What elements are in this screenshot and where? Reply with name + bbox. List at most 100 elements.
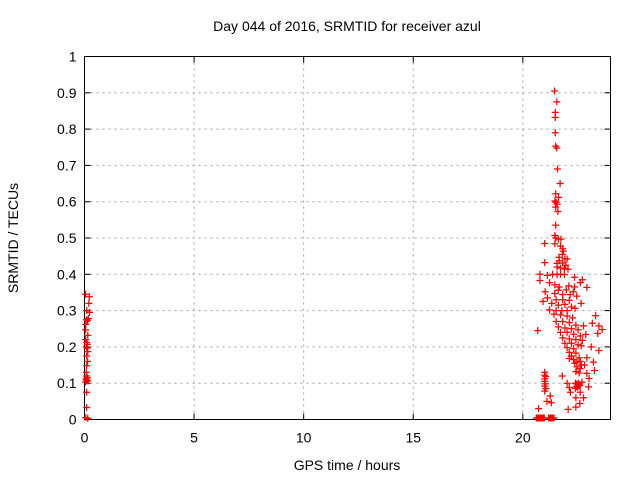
data-point-marker xyxy=(85,293,93,301)
data-point-marker xyxy=(576,279,584,287)
data-point-marker xyxy=(552,221,560,229)
data-point-marker xyxy=(563,344,571,352)
data-point-marker xyxy=(84,357,92,365)
data-point-marker xyxy=(572,321,580,329)
data-point-marker xyxy=(577,342,585,350)
x-tick-label: 0 xyxy=(81,430,89,446)
data-point-marker xyxy=(573,292,581,300)
data-point-marker xyxy=(543,271,551,279)
data-point-marker xyxy=(554,301,562,309)
data-point-marker xyxy=(553,263,561,271)
data-point-marker xyxy=(592,312,600,320)
data-point-marker xyxy=(575,354,583,362)
data-point-marker xyxy=(563,328,571,336)
data-point-marker xyxy=(598,325,606,333)
data-point-marker xyxy=(534,327,542,335)
data-point-marker xyxy=(551,290,559,298)
data-point-marker xyxy=(539,298,547,306)
data-point-marker xyxy=(546,392,554,400)
data-point-marker xyxy=(567,303,575,311)
data-point-marker xyxy=(541,387,549,395)
y-tick-label: 0 xyxy=(69,412,77,428)
data-point-marker xyxy=(572,336,580,344)
data-point-marker xyxy=(572,403,580,411)
data-point-marker xyxy=(546,306,554,314)
data-point-marker xyxy=(553,165,561,173)
data-point-marker xyxy=(82,290,90,298)
data-point-marker xyxy=(565,355,573,363)
data-point-marker xyxy=(562,286,570,294)
data-point-marker xyxy=(557,328,565,336)
data-point-marker xyxy=(571,283,579,291)
data-point-marker xyxy=(559,247,567,255)
y-axis-label: SRMTID / TECUs xyxy=(5,183,21,293)
data-point-marker xyxy=(85,299,93,307)
x-axis-label: GPS time / hours xyxy=(294,457,401,473)
data-point-marker xyxy=(555,283,563,291)
data-point-marker xyxy=(589,358,597,366)
data-point-marker xyxy=(560,271,568,279)
data-point-marker xyxy=(552,203,560,211)
data-point-marker xyxy=(557,311,565,319)
data-point-marker xyxy=(583,283,591,291)
data-point-marker xyxy=(569,288,577,296)
data-point-marker xyxy=(572,368,580,376)
data-point-marker xyxy=(558,372,566,380)
y-tick-label: 0.4 xyxy=(57,266,77,282)
data-point-marker xyxy=(541,259,549,267)
data-point-marker xyxy=(594,329,602,337)
data-point-marker xyxy=(563,255,571,263)
data-point-marker xyxy=(546,279,554,287)
data-point-marker xyxy=(548,299,556,307)
data-point-marker xyxy=(86,308,94,316)
data-point-marker xyxy=(551,87,559,95)
data-point-marker xyxy=(555,193,563,201)
data-point-marker xyxy=(82,326,90,334)
data-point-marker xyxy=(576,332,584,340)
x-tick-label: 5 xyxy=(190,430,198,446)
data-point-marker xyxy=(557,235,565,243)
data-point-marker xyxy=(572,394,580,402)
data-point-marker xyxy=(576,357,584,365)
data-point-marker xyxy=(566,388,574,396)
data-point-marker xyxy=(567,325,575,333)
data-point-marker xyxy=(576,388,584,396)
data-point-marker xyxy=(82,343,90,351)
data-point-marker xyxy=(551,281,559,289)
data-point-marker xyxy=(554,286,562,294)
x-tick-label: 20 xyxy=(515,430,531,446)
data-point-marker xyxy=(554,208,562,216)
data-point-marker xyxy=(585,374,593,382)
data-point-marker xyxy=(536,276,544,284)
data-point-marker xyxy=(543,294,551,302)
y-tick-label: 0.6 xyxy=(57,194,77,210)
data-point-marker xyxy=(561,339,569,347)
data-point-marker xyxy=(581,361,589,369)
data-point-marker xyxy=(84,348,92,356)
data-point-marker xyxy=(564,265,572,273)
data-point-marker xyxy=(550,414,558,422)
data-point-marker xyxy=(82,378,90,386)
x-tick-label: 15 xyxy=(405,430,421,446)
data-point-marker xyxy=(565,319,573,327)
data-point-marker xyxy=(576,400,584,408)
x-tick-label: 10 xyxy=(296,430,312,446)
y-tick-label: 0.7 xyxy=(57,157,77,173)
data-point-marker xyxy=(553,98,561,106)
data-point-marker xyxy=(552,142,560,150)
data-point-marker xyxy=(83,316,91,324)
data-point-marker xyxy=(559,317,567,325)
data-point-marker xyxy=(571,384,579,392)
y-tick-label: 0.8 xyxy=(57,121,77,137)
data-point-marker xyxy=(83,362,91,370)
data-point-marker xyxy=(583,369,591,377)
data-point-marker xyxy=(567,339,575,347)
data-point-marker xyxy=(574,341,582,349)
data-point-marker xyxy=(536,270,544,278)
y-tick-label: 0.2 xyxy=(57,339,77,355)
data-point-marker xyxy=(574,326,582,334)
data-point-marker xyxy=(565,282,573,290)
data-point-marker xyxy=(565,335,573,343)
y-tick-label: 0.1 xyxy=(57,375,77,391)
